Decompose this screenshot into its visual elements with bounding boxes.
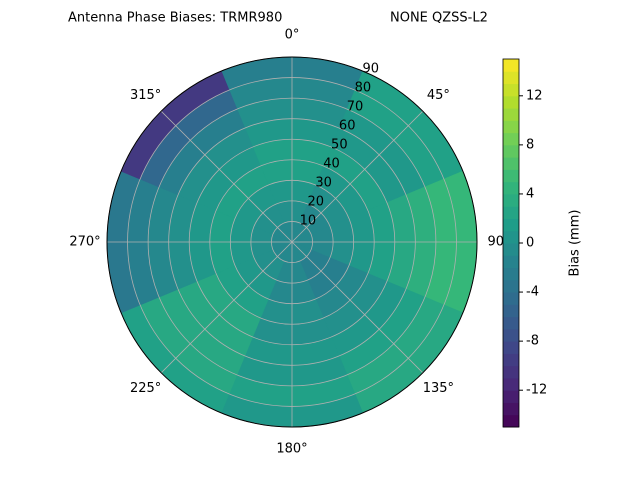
- grid-spoke: [291, 110, 424, 243]
- colorbar-swatch: [503, 267, 519, 281]
- colorbar-swatch: [503, 169, 519, 183]
- r-tick-label: 80: [355, 81, 372, 96]
- colorbar-tick-label: -8: [526, 334, 539, 349]
- colorbar-swatch: [503, 71, 519, 85]
- r-tick-label: 30: [315, 176, 332, 191]
- colorbar-swatch: [503, 279, 519, 293]
- colorbar-tick-label: 8: [526, 137, 534, 152]
- colorbar-swatch: [503, 83, 519, 97]
- colorbar-swatch: [503, 390, 519, 403]
- theta-tick-label: 225°: [130, 381, 161, 396]
- r-tick-label: 20: [307, 195, 324, 210]
- r-tick-label: 50: [331, 138, 348, 153]
- theta-tick-label: 315°: [130, 88, 161, 103]
- colorbar-swatch: [503, 193, 519, 207]
- colorbar-swatch: [503, 292, 519, 305]
- colorbar-tick-label: -4: [526, 285, 539, 300]
- colorbar-tick-label: -12: [526, 383, 547, 398]
- colorbar-swatch: [503, 206, 519, 219]
- colorbar-label: Bias (mm): [568, 210, 583, 277]
- polar-frame: [106, 56, 478, 428]
- colorbar-swatch: [503, 108, 519, 121]
- colorbar-swatch: [503, 304, 519, 318]
- colorbar-tick-label: 4: [526, 186, 534, 201]
- grid-spoke: [160, 110, 293, 243]
- grid-spoke: [160, 241, 293, 374]
- colorbar-tick-label: 0: [526, 236, 534, 251]
- colorbar-swatch: [503, 402, 519, 416]
- colorbar-swatch: [503, 353, 519, 367]
- colorbar-swatch: [503, 95, 519, 109]
- colorbar-swatch: [503, 230, 519, 244]
- colorbar-swatch: [503, 255, 519, 269]
- colorbar-tick-label: 12: [526, 88, 543, 103]
- r-tick-label: 40: [323, 157, 340, 172]
- theta-tick-label: 45°: [427, 88, 450, 103]
- colorbar-swatch: [503, 243, 519, 256]
- grid-spoke: [291, 241, 424, 374]
- theta-tick-label: 0°: [285, 28, 300, 43]
- r-tick-label: 90: [363, 62, 380, 77]
- theta-tick-label: 270°: [69, 235, 100, 250]
- colorbar-swatch: [503, 341, 519, 354]
- theta-tick-label: 180°: [276, 442, 307, 457]
- r-tick-label: 70: [347, 100, 364, 115]
- colorbar-swatch: [503, 218, 519, 232]
- colorbar-swatch: [503, 144, 519, 158]
- chart-title: Antenna Phase Biases: TRMR980: [68, 11, 282, 26]
- colorbar-swatch: [503, 414, 519, 428]
- colorbar-swatch: [503, 120, 519, 134]
- chart-subtitle: NONE QZSS-L2: [390, 11, 488, 26]
- colorbar-swatch: [503, 59, 519, 72]
- r-tick-label: 10: [300, 214, 317, 229]
- theta-tick-label: 135°: [423, 381, 454, 396]
- colorbar-swatch: [503, 157, 519, 170]
- colorbar-swatch: [503, 181, 519, 195]
- colorbar-swatch: [503, 328, 519, 342]
- colorbar-swatch: [503, 132, 519, 146]
- colorbar-swatch: [503, 365, 519, 379]
- colorbar-swatch: [503, 377, 519, 391]
- colorbar-swatch: [503, 316, 519, 330]
- r-tick-label: 60: [339, 119, 356, 134]
